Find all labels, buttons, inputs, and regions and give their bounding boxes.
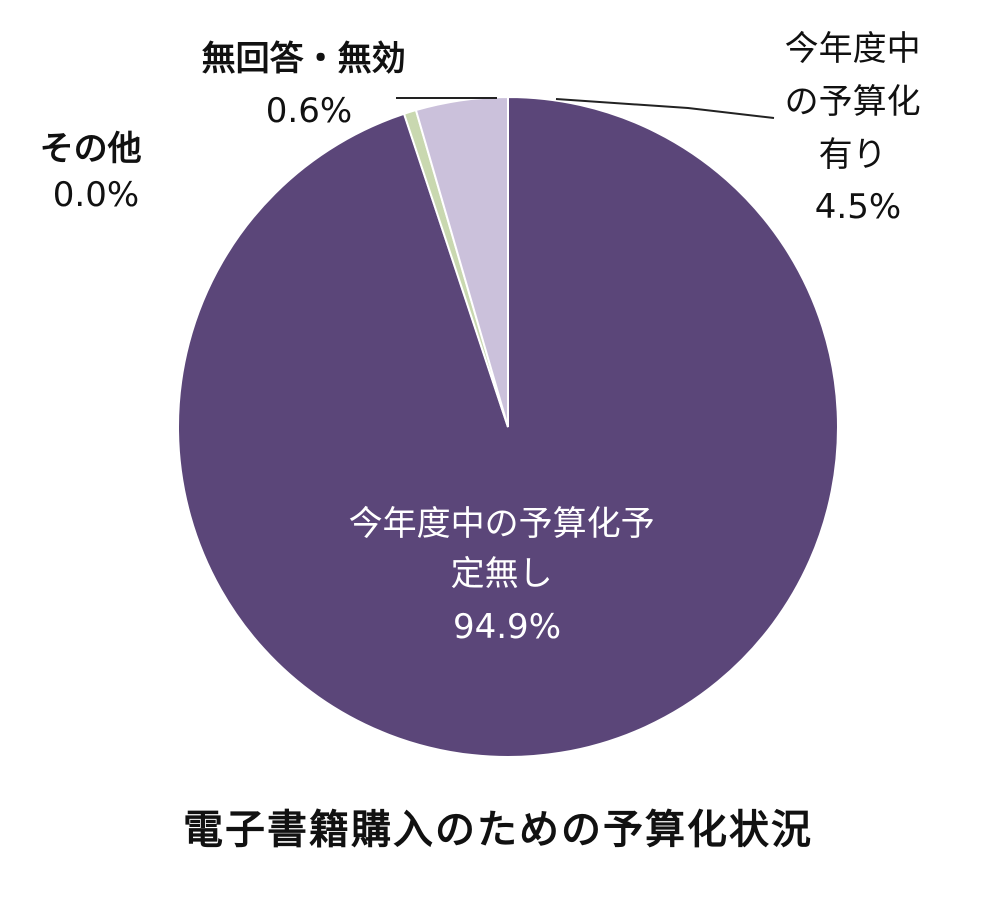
slice-value-budgeted: 4.5%	[815, 187, 901, 227]
chart-title: 電子書籍購入のための予算化状況	[183, 807, 813, 853]
slice-label-unbudgeted-line-2: 定無し	[451, 554, 553, 594]
pie-slices	[177, 95, 839, 758]
slice-label-budgeted-line-3: 有り	[819, 135, 887, 175]
pie-slice-budgeted	[414, 95, 509, 428]
slice-label-budgeted: 今年度中 の予算化 有り 4.5%	[785, 29, 932, 227]
slice-value-other: 0.0%	[53, 175, 139, 215]
slice-value-unbudgeted: 94.9%	[453, 607, 561, 647]
slice-label-budgeted-line-2: の予算化	[785, 82, 921, 122]
slice-label-budgeted-line-1: 今年度中	[785, 29, 921, 69]
slice-label-unbudgeted-line-1: 今年度中の予算化予	[349, 504, 655, 544]
leader-line-budgeted	[555, 98, 775, 119]
slice-label-other: その他 0.0%	[40, 129, 153, 215]
slice-label-no-answer-line-1: 無回答・無効	[202, 39, 406, 79]
slice-label-other-line-1: その他	[40, 129, 142, 169]
slice-label-no-answer: 無回答・無効 0.6%	[202, 39, 417, 131]
slice-value-no-answer: 0.6%	[266, 91, 352, 131]
slice-label-unbudgeted: 今年度中の予算化予 定無し 94.9%	[349, 504, 666, 647]
